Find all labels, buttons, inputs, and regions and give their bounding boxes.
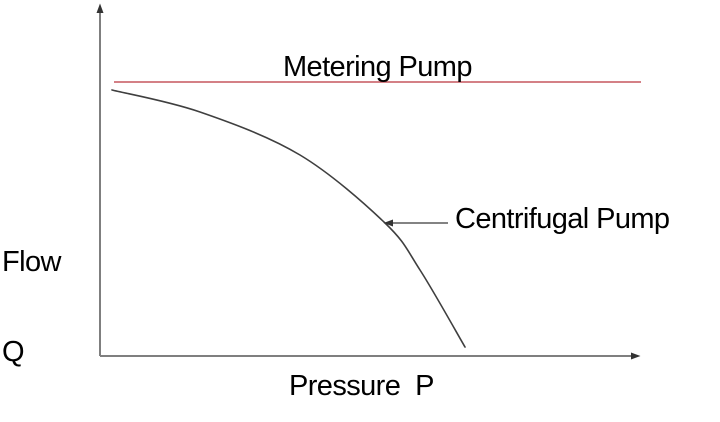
x-axis-label: Pressure P (289, 370, 435, 402)
y-axis-label: Flow Q (2, 187, 61, 422)
centrifugal-pump-label: Centrifugal Pump (455, 203, 670, 235)
metering-pump-label: Metering Pump (283, 51, 472, 83)
y-axis-label-line2: Q (2, 336, 25, 368)
series-centrifugal-pump-curve (111, 89, 466, 348)
y-axis-label-line1: Flow (2, 246, 61, 278)
